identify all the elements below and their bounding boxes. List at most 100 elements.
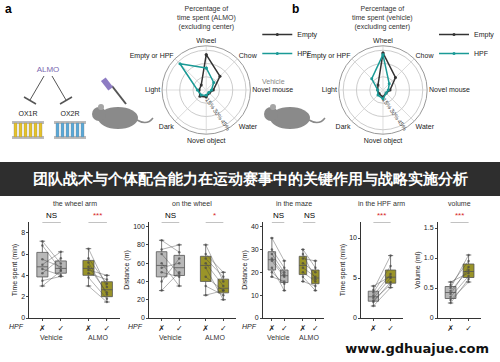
svg-text:0: 0: [255, 314, 259, 321]
svg-text:100: 100: [133, 223, 145, 230]
svg-text:✗: ✗: [39, 324, 46, 333]
svg-text:Vehicle: Vehicle: [262, 78, 285, 85]
svg-text:✓: ✓: [104, 324, 111, 333]
svg-text:0.5: 0.5: [424, 284, 434, 291]
svg-text:OX1R: OX1R: [18, 110, 37, 117]
svg-text:HPF: HPF: [297, 50, 311, 57]
svg-text:the wheel arm: the wheel arm: [53, 200, 97, 207]
svg-text:✓: ✓: [387, 324, 394, 333]
svg-text:✗: ✗: [447, 324, 454, 333]
svg-text:✗: ✗: [370, 324, 377, 333]
svg-text:80: 80: [137, 241, 145, 248]
svg-text:in the HPF arm: in the HPF arm: [358, 200, 405, 207]
svg-text:60: 60: [137, 260, 145, 267]
svg-text:***: ***: [93, 211, 102, 220]
svg-text:Vehicle: Vehicle: [159, 334, 182, 341]
svg-text:***: ***: [455, 211, 464, 220]
svg-text:10: 10: [349, 234, 357, 241]
svg-text:NS: NS: [46, 211, 57, 220]
svg-text:Light: Light: [322, 86, 337, 94]
svg-text:Novel object: Novel object: [364, 137, 403, 145]
svg-text:20: 20: [137, 296, 145, 303]
svg-text:Novel mouse: Novel mouse: [252, 86, 293, 93]
svg-text:b: b: [292, 2, 299, 16]
svg-text:Water: Water: [239, 123, 258, 130]
svg-text:✗: ✗: [300, 324, 307, 333]
svg-text:Percentage oftime spent (ALMO): Percentage oftime spent (ALMO)(excluding…: [177, 5, 236, 31]
svg-text:Empty or HPF: Empty or HPF: [130, 52, 174, 60]
svg-text:45%: 45%: [219, 119, 231, 133]
svg-text:Chow: Chow: [239, 52, 258, 59]
svg-text:Light: Light: [145, 86, 160, 94]
svg-text:***: ***: [377, 211, 386, 220]
svg-text:on the wheel: on the wheel: [172, 200, 212, 207]
svg-text:Percentage oftime spent (vehic: Percentage oftime spent (vehicle)(exclud…: [352, 5, 413, 31]
svg-text:40: 40: [251, 223, 259, 230]
svg-text:HPF: HPF: [9, 323, 24, 330]
svg-text:✓: ✓: [220, 324, 227, 333]
svg-text:Distance (m): Distance (m): [123, 250, 131, 290]
svg-text:HPF: HPF: [474, 50, 488, 57]
svg-text:0: 0: [430, 314, 434, 321]
svg-text:0: 0: [353, 314, 357, 321]
svg-text:a: a: [5, 2, 12, 16]
svg-text:Empty: Empty: [297, 31, 317, 39]
svg-text:Volume (ml): Volume (ml): [414, 251, 422, 288]
svg-text:8: 8: [21, 229, 25, 236]
svg-text:Time spent (min): Time spent (min): [11, 244, 19, 296]
svg-text:4: 4: [21, 272, 25, 279]
svg-text:HPF: HPF: [128, 323, 143, 330]
svg-text:2: 2: [21, 293, 25, 300]
svg-text:volume: volume: [448, 200, 471, 207]
svg-text:ALMO: ALMO: [37, 65, 60, 74]
svg-text:20: 20: [251, 269, 259, 276]
svg-text:in the maze: in the maze: [276, 200, 312, 207]
svg-text:15%: 15%: [204, 97, 216, 111]
svg-text:30: 30: [251, 246, 259, 253]
svg-text:Novel mouse: Novel mouse: [429, 86, 470, 93]
svg-text:5: 5: [353, 274, 357, 281]
svg-text:✓: ✓: [57, 324, 64, 333]
svg-text:OX2R: OX2R: [60, 110, 79, 117]
svg-text:✗: ✗: [158, 324, 165, 333]
svg-text:1.0: 1.0: [424, 254, 434, 261]
svg-text:ALMO: ALMO: [88, 334, 108, 341]
svg-text:Dark: Dark: [336, 123, 351, 130]
svg-text:15%: 15%: [381, 97, 393, 111]
svg-text:HPF: HPF: [242, 323, 257, 330]
svg-text:✗: ✗: [202, 324, 209, 333]
svg-text:Water: Water: [416, 123, 435, 130]
svg-text:Empty or HPF: Empty or HPF: [306, 52, 350, 60]
svg-text:Empty: Empty: [474, 31, 494, 39]
svg-text:Distance (m): Distance (m): [241, 250, 249, 290]
svg-text:6: 6: [21, 250, 25, 257]
svg-text:10: 10: [251, 292, 259, 299]
svg-text:Novel object: Novel object: [187, 137, 226, 145]
svg-text:Vehicle: Vehicle: [267, 334, 290, 341]
svg-text:✓: ✓: [312, 324, 319, 333]
svg-text:*: *: [213, 211, 216, 220]
svg-text:30%: 30%: [212, 108, 224, 122]
svg-text:✓: ✓: [281, 324, 288, 333]
svg-text:ALMO: ALMO: [205, 334, 225, 341]
svg-text:Wheel: Wheel: [196, 37, 216, 44]
svg-text:✗: ✗: [269, 324, 276, 333]
svg-text:Dark: Dark: [159, 123, 174, 130]
svg-text:Chow: Chow: [416, 52, 435, 59]
svg-text:45%: 45%: [396, 119, 408, 133]
svg-text:NS: NS: [165, 211, 176, 220]
svg-text:1.5: 1.5: [424, 224, 434, 231]
svg-text:0: 0: [21, 314, 25, 321]
svg-text:30%: 30%: [389, 108, 401, 122]
svg-text:✓: ✓: [176, 324, 183, 333]
svg-text:✓: ✓: [465, 324, 472, 333]
svg-text:NS: NS: [304, 211, 315, 220]
svg-text:0: 0: [141, 314, 145, 321]
svg-text:40: 40: [137, 278, 145, 285]
svg-text:Time spent (min): Time spent (min): [339, 244, 347, 296]
svg-text:Wheel: Wheel: [373, 37, 393, 44]
svg-text:✗: ✗: [85, 324, 92, 333]
svg-text:ALMO: ALMO: [299, 334, 319, 341]
svg-text:NS: NS: [273, 211, 284, 220]
svg-text:Vehicle: Vehicle: [40, 334, 63, 341]
